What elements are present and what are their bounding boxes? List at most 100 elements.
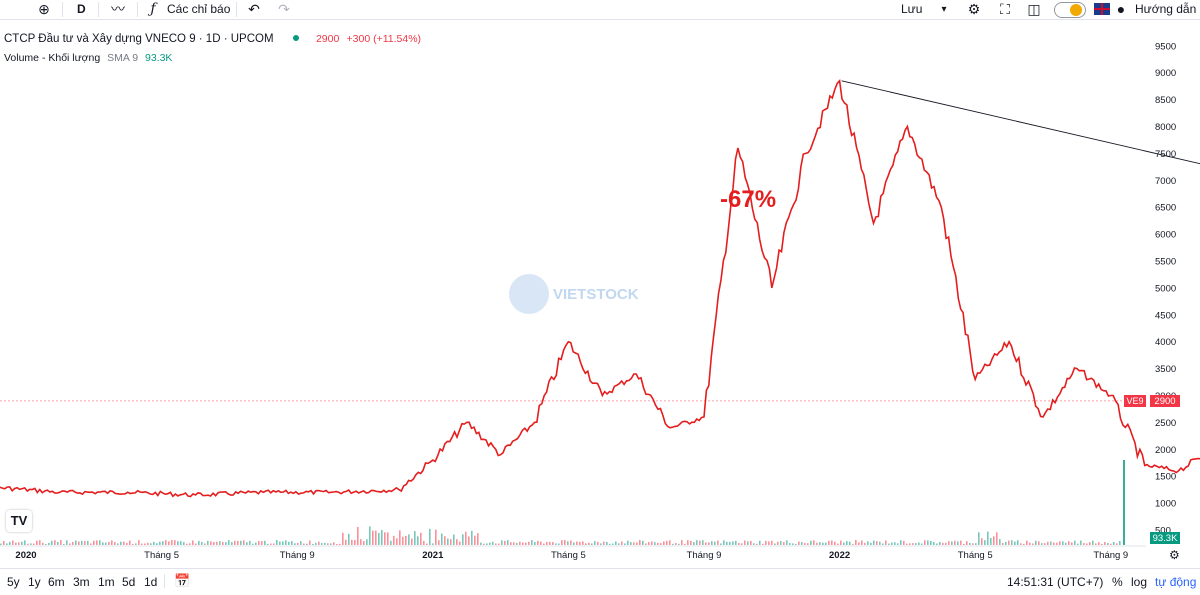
- volume-bar: [1038, 541, 1040, 545]
- volume-bar: [156, 543, 158, 545]
- watermark-text: VIETSTOCK: [553, 286, 639, 303]
- volume-bar: [906, 543, 908, 545]
- volume-bar: [423, 541, 425, 545]
- volume-bar: [450, 539, 452, 545]
- volume-bar: [357, 526, 359, 545]
- volume-bar: [615, 541, 617, 545]
- volume-bar: [1059, 541, 1061, 545]
- time-axis[interactable]: 2020 Tháng 5 Tháng 9 2021 Tháng 5 Tháng 9 2022…: [0, 545, 1200, 561]
- volume-bar: [354, 539, 356, 545]
- user-icon[interactable]: ●: [1116, 1, 1126, 17]
- volume-bar: [126, 542, 128, 545]
- indicators-icon[interactable]: ƒ: [150, 1, 156, 17]
- redo-icon[interactable]: ↷: [278, 1, 290, 17]
- volume-bar: [15, 542, 17, 545]
- volume-bar: [231, 542, 233, 545]
- settings-gear-icon[interactable]: ⚙: [967, 1, 981, 17]
- volume-bar: [633, 542, 635, 545]
- chart-type-icon[interactable]: 〰: [111, 1, 125, 17]
- volume-bar: [336, 543, 338, 545]
- fullscreen-icon[interactable]: ⛶: [1000, 1, 1010, 17]
- camera-icon[interactable]: ◫: [1027, 1, 1041, 17]
- volume-bar: [120, 541, 122, 545]
- toolbar-divider: [98, 2, 99, 17]
- theme-toggle[interactable]: [1054, 2, 1086, 18]
- volume-bar: [513, 542, 515, 545]
- language-flag-icon[interactable]: [1094, 3, 1110, 15]
- trend-line[interactable]: [841, 80, 1200, 401]
- volume-bar: [609, 543, 611, 545]
- volume-bar: [348, 533, 350, 545]
- axis-settings-gear-icon[interactable]: ⚙: [1169, 548, 1180, 562]
- volume-bar: [66, 540, 68, 545]
- x-tick-label: Tháng 9: [280, 550, 315, 561]
- range-1y[interactable]: 1y: [28, 575, 41, 589]
- volume-bar: [930, 540, 932, 545]
- volume-bar: [849, 541, 851, 545]
- range-1m[interactable]: 1m: [98, 575, 115, 589]
- volume-bar: [681, 540, 683, 545]
- volume-bar: [768, 541, 770, 545]
- percent-scale-toggle[interactable]: %: [1112, 575, 1123, 589]
- log-scale-toggle[interactable]: log: [1131, 575, 1148, 589]
- percent-change-annotation[interactable]: -67%: [720, 186, 776, 213]
- volume-bar: [816, 542, 818, 545]
- range-6m[interactable]: 6m: [48, 575, 65, 589]
- y-tick-label: 6000: [1155, 230, 1176, 241]
- volume-bar: [273, 543, 275, 545]
- volume-bar: [504, 540, 506, 545]
- volume-bar: [324, 542, 326, 545]
- volume-bar: [36, 540, 38, 545]
- range-5d[interactable]: 5d: [122, 575, 136, 589]
- volume-bar: [939, 541, 941, 545]
- range-5y[interactable]: 5y: [7, 575, 20, 589]
- volume-bar: [477, 533, 479, 545]
- volume-bar: [831, 540, 833, 545]
- volume-bar: [708, 542, 710, 545]
- save-button[interactable]: Lưu: [901, 2, 923, 16]
- tradingview-logo-icon[interactable]: TV: [6, 510, 32, 532]
- volume-bar: [180, 541, 182, 545]
- volume-bar: [375, 530, 377, 545]
- volume-bar: [501, 540, 503, 545]
- y-tick-label: 8500: [1155, 95, 1176, 106]
- volume-bar: [522, 542, 524, 545]
- volume-bar: [384, 532, 386, 545]
- volume-bar: [840, 540, 842, 545]
- undo-icon[interactable]: ↶: [248, 1, 260, 17]
- volume-bar: [591, 543, 593, 545]
- symbol-title[interactable]: CTCP Đầu tư và Xây dựng VNECO 9 · 1D · U…: [4, 33, 274, 45]
- volume-label[interactable]: Volume - Khối lượng: [4, 52, 101, 64]
- clock-time[interactable]: 14:51:31 (UTC+7): [1007, 575, 1104, 589]
- volume-bar: [435, 529, 437, 545]
- volume-bar: [9, 541, 11, 545]
- volume-bar: [261, 541, 263, 545]
- top-toolbar: ⊕ D 〰 ƒ Các chỉ báo ↶ ↷ Lưu ▾ ⚙ ⛶ ◫ ● Hư…: [0, 0, 1200, 20]
- interval-button[interactable]: D: [77, 2, 86, 16]
- volume-bar: [552, 542, 554, 545]
- toolbar-divider: [62, 2, 63, 17]
- guide-button[interactable]: Hướng dẫn: [1135, 2, 1197, 16]
- volume-bar: [744, 540, 746, 545]
- volume-bar: [129, 540, 131, 545]
- add-symbol-icon[interactable]: ⊕: [38, 1, 50, 17]
- date-range-calendar-icon[interactable]: 📅: [174, 573, 191, 588]
- volume-bar: [417, 536, 419, 545]
- volume-bar: [297, 542, 299, 545]
- indicators-button[interactable]: Các chỉ báo: [167, 2, 231, 16]
- volume-bar: [765, 540, 767, 545]
- volume-bar: [24, 540, 26, 545]
- range-3m[interactable]: 3m: [73, 575, 90, 589]
- price-axis[interactable]: 5001000150020002500300035004000450050005…: [1155, 41, 1176, 536]
- save-dropdown-chevron-icon[interactable]: ▾: [941, 4, 947, 15]
- volume-bar: [1101, 543, 1103, 545]
- volume-bar: [798, 541, 800, 545]
- volume-bar: [111, 540, 113, 545]
- auto-scale-toggle[interactable]: tự động: [1155, 575, 1197, 589]
- range-1d[interactable]: 1d: [144, 575, 158, 589]
- volume-tag-bg: [1150, 532, 1180, 544]
- volume-bar: [492, 541, 494, 545]
- volume-bar: [1002, 543, 1004, 545]
- volume-bar: [270, 543, 272, 545]
